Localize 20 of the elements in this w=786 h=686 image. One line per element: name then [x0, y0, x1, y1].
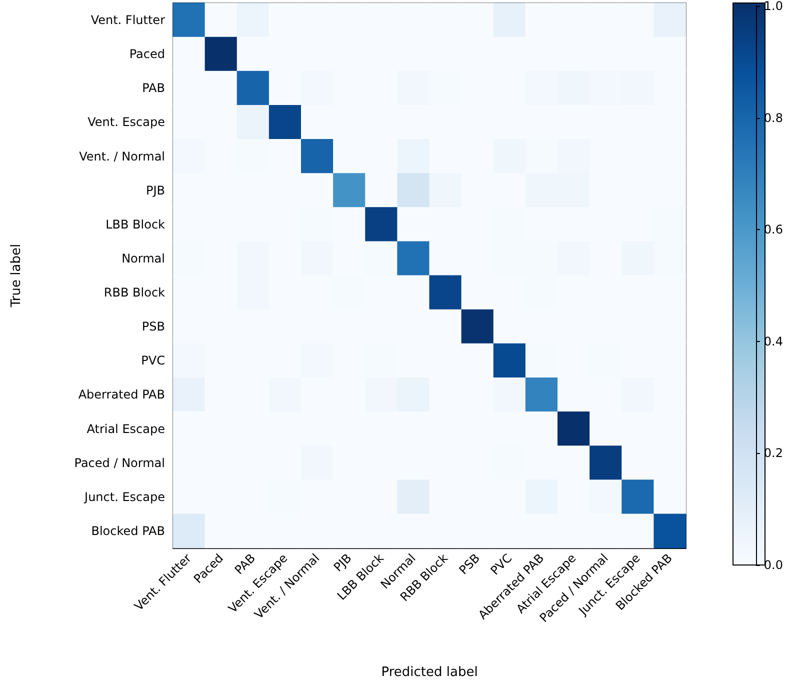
x-tick-label: PAB: [232, 551, 258, 578]
y-tick-label: Paced / Normal: [74, 456, 165, 470]
y-tick-label: PSB: [142, 320, 165, 334]
y-tick-label: Vent. Escape: [88, 115, 165, 130]
y-tick-label: LBB Block: [106, 217, 166, 232]
y-tick-label: Aberrated PAB: [78, 388, 165, 402]
y-axis-title: True label: [9, 244, 24, 308]
x-tick-label: PJB: [330, 551, 354, 574]
y-tick-label: Atrial Escape: [86, 422, 165, 436]
y-tick-label: Vent. Flutter: [90, 13, 166, 28]
x-axis-title: Predicted label: [381, 665, 478, 680]
y-tick-label: Normal: [122, 251, 165, 266]
y-tick-label: RBB Block: [104, 286, 166, 300]
y-tick-label: PVC: [141, 354, 165, 368]
y-tick-label: PAB: [142, 81, 165, 96]
y-tick-label: Junct. Escape: [84, 490, 165, 504]
y-tick-label: Paced: [129, 47, 165, 62]
y-tick-label: PJB: [146, 183, 165, 198]
y-tick-label: Blocked PAB: [91, 524, 165, 538]
y-tick-label: Vent. / Normal: [79, 149, 165, 164]
